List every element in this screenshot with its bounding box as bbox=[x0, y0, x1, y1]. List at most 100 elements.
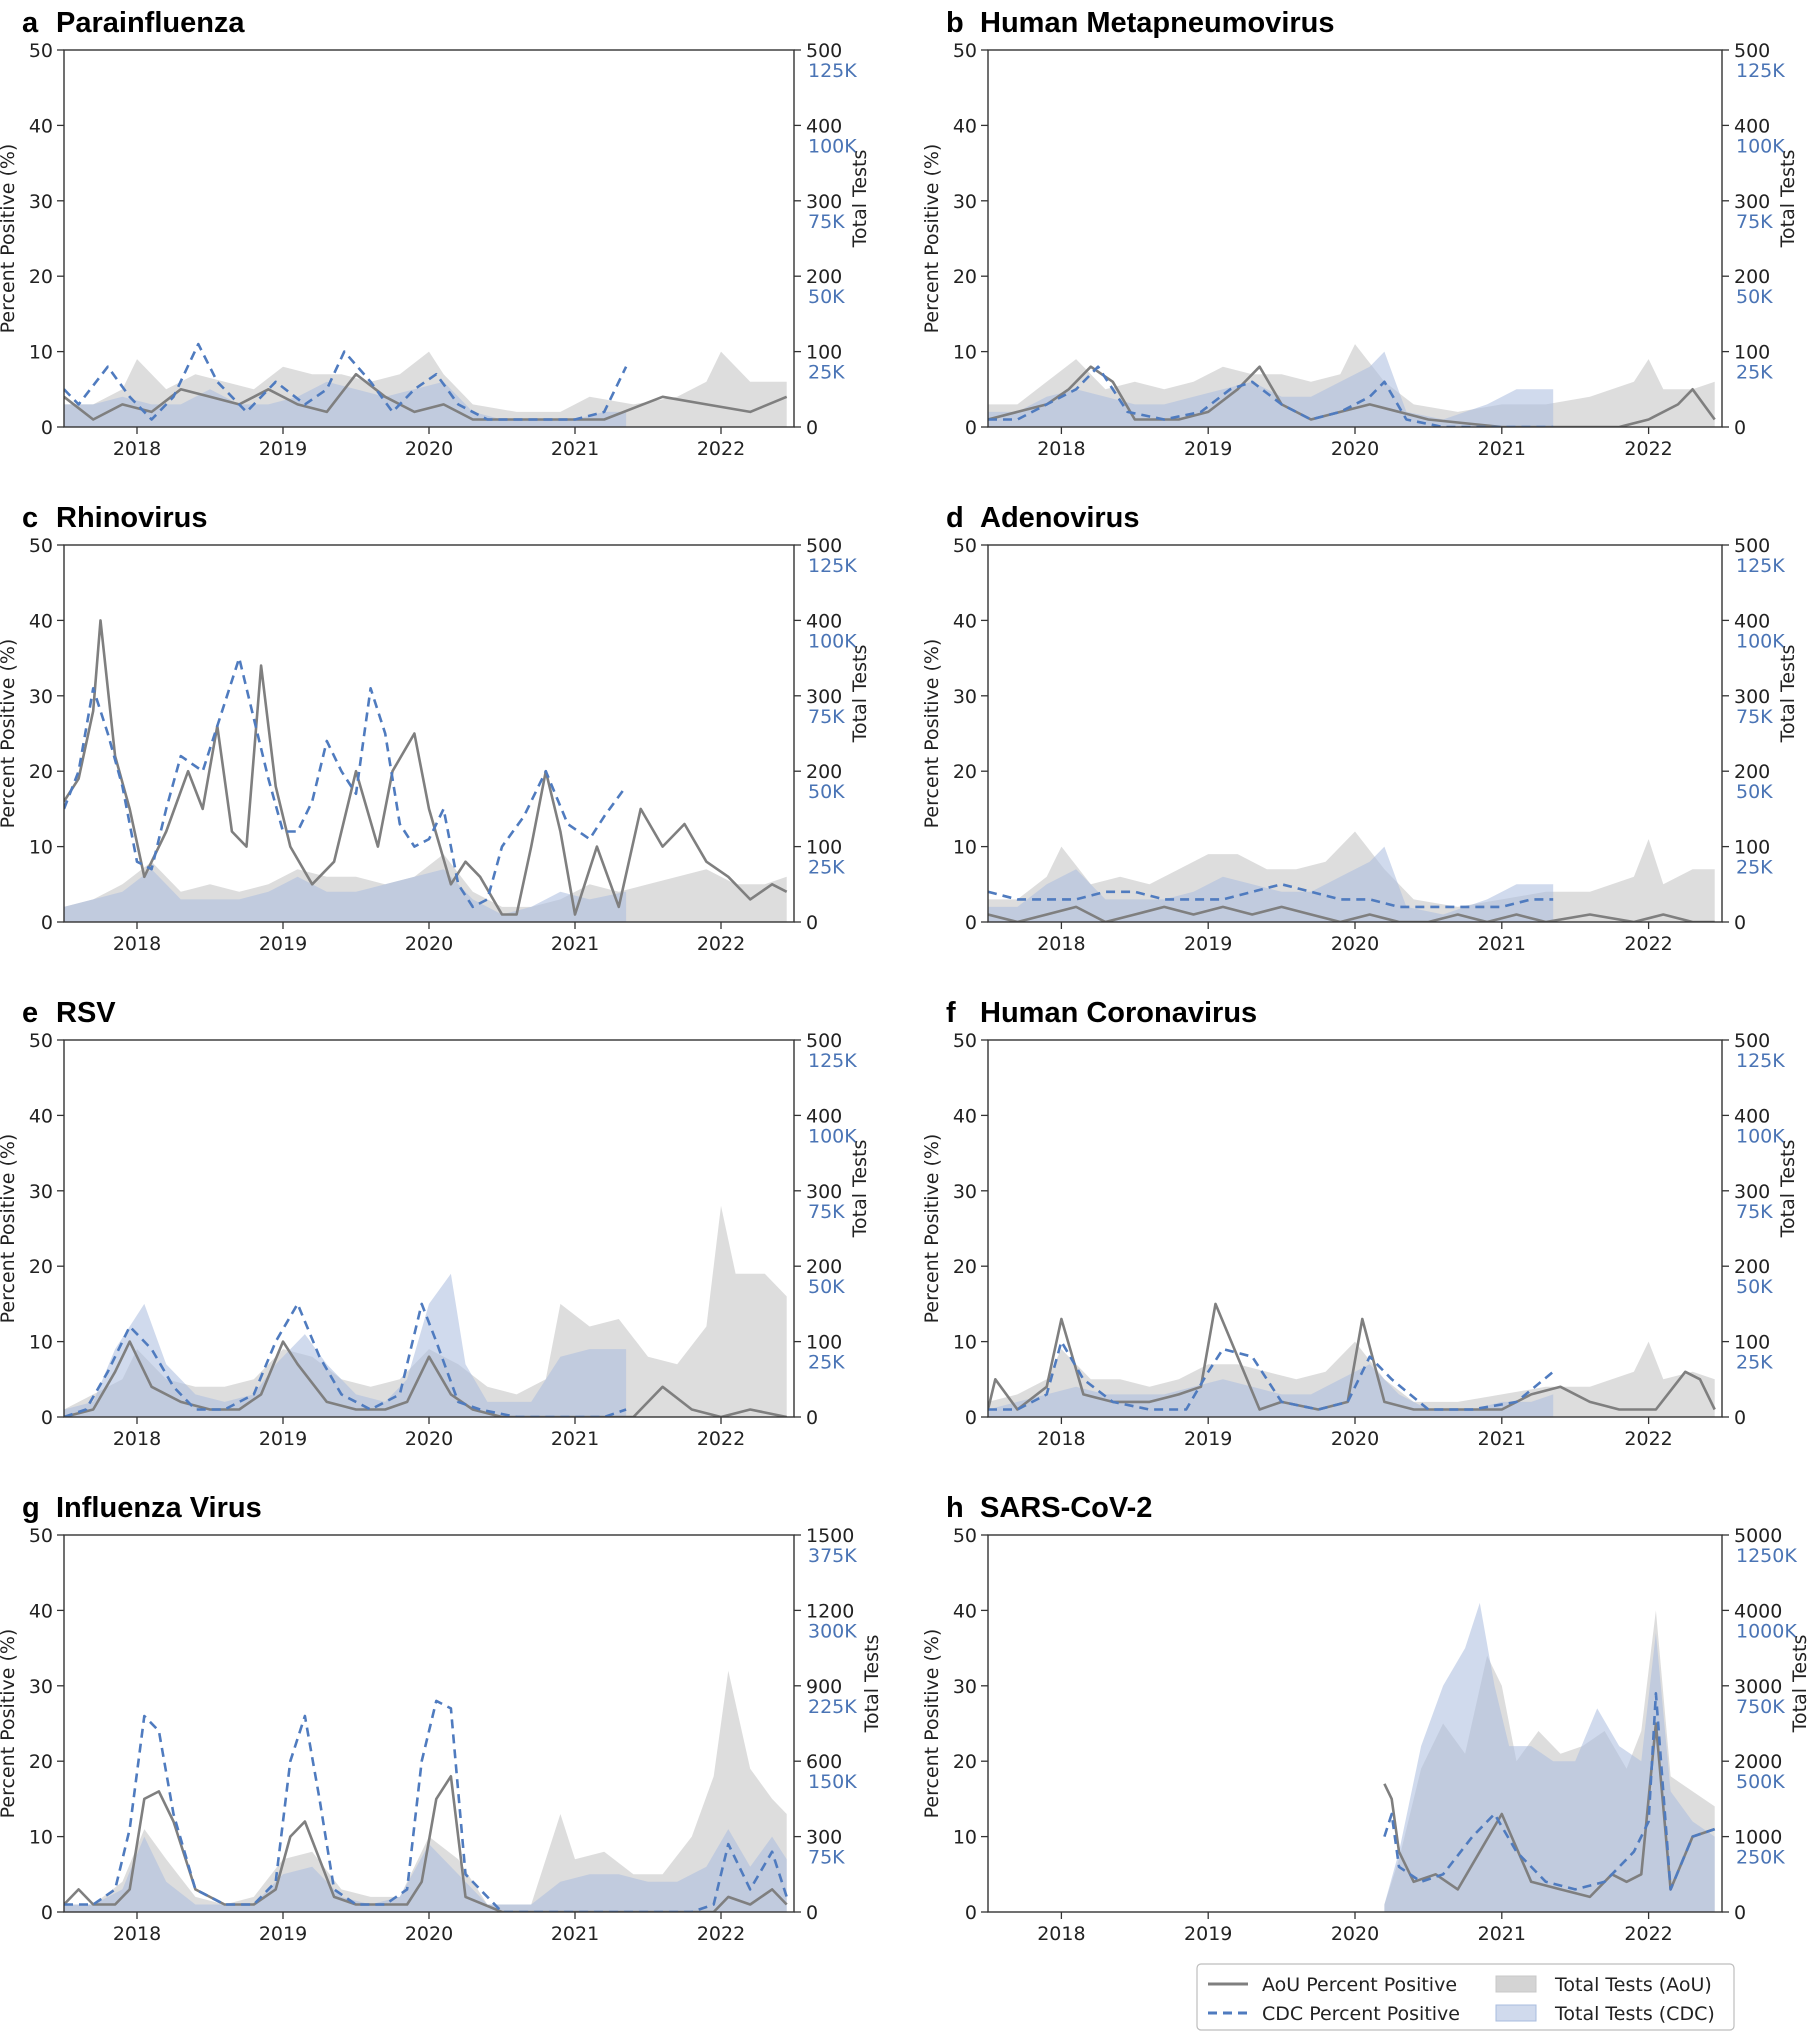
legend-cdc-area-swatch bbox=[1495, 2004, 1537, 2022]
right-tick-label-cdc: 75K bbox=[808, 211, 845, 233]
y-tick-label: 40 bbox=[953, 1600, 977, 1622]
x-tick-label: 2021 bbox=[551, 1428, 599, 1450]
right-tick-label-aou: 1500 bbox=[806, 1525, 854, 1547]
y-tick-label: 50 bbox=[953, 535, 977, 557]
right-tick-label-aou: 0 bbox=[806, 912, 818, 934]
right-tick-label-cdc: 125K bbox=[808, 60, 857, 82]
right-tick-label-aou: 2000 bbox=[1734, 1751, 1782, 1773]
right-tick-label-aou: 600 bbox=[806, 1751, 842, 1773]
line-aou-percent-positive bbox=[64, 1775, 788, 1912]
x-tick-label: 2021 bbox=[1478, 1923, 1526, 1945]
x-tick-label: 2018 bbox=[1037, 438, 1085, 460]
right-tick-label-aou: 100 bbox=[806, 342, 842, 364]
right-tick-label-cdc: 25K bbox=[808, 1352, 845, 1374]
y-axis-label-right: Total Tests bbox=[1777, 1140, 1799, 1239]
y-tick-label: 0 bbox=[965, 417, 977, 439]
right-tick-label-aou: 500 bbox=[1734, 1030, 1770, 1052]
line-cdc-percent-positive bbox=[988, 365, 1554, 427]
y-tick-label: 10 bbox=[953, 342, 977, 364]
y-axis-label: Percent Positive (%) bbox=[921, 1134, 943, 1324]
right-tick-label-cdc: 125K bbox=[808, 1050, 857, 1072]
x-tick-label: 2019 bbox=[259, 438, 307, 460]
right-tick-label-aou: 200 bbox=[1734, 266, 1770, 288]
panel-letter: a bbox=[22, 7, 39, 39]
y-tick-label: 0 bbox=[41, 1407, 53, 1429]
x-tick-label: 2020 bbox=[1331, 933, 1379, 955]
right-tick-label-aou: 100 bbox=[1734, 1332, 1770, 1354]
y-tick-label: 50 bbox=[29, 535, 53, 557]
right-tick-label-aou: 0 bbox=[1734, 1407, 1746, 1429]
x-tick-label: 2020 bbox=[405, 1428, 453, 1450]
right-tick-label-cdc: 100K bbox=[808, 1125, 857, 1147]
right-tick-label-cdc: 50K bbox=[808, 286, 845, 308]
panel-letter: f bbox=[946, 997, 956, 1029]
y-axis-label-right: Total Tests bbox=[849, 150, 871, 249]
right-tick-label-cdc: 75K bbox=[1736, 211, 1773, 233]
x-tick-label: 2018 bbox=[113, 1428, 161, 1450]
panels: a Parainfluenza01020304050010025K20050K30… bbox=[0, 7, 1811, 1945]
x-tick-label: 2018 bbox=[113, 438, 161, 460]
plot-area bbox=[1383, 1602, 1716, 1912]
line-aou-percent-positive bbox=[64, 1340, 787, 1417]
y-tick-label: 50 bbox=[953, 40, 977, 62]
y-axis-label-right: Total Tests bbox=[849, 645, 871, 744]
right-tick-label-aou: 4000 bbox=[1734, 1600, 1782, 1622]
y-tick-label: 0 bbox=[41, 912, 53, 934]
line-cdc-percent-positive bbox=[64, 656, 628, 909]
panel-e: e RSV01020304050010025K20050K30075K400100… bbox=[0, 997, 871, 1450]
x-tick-label: 2018 bbox=[1037, 933, 1085, 955]
panel-title: SARS-CoV-2 bbox=[980, 1492, 1152, 1524]
x-tick-label: 2021 bbox=[551, 438, 599, 460]
y-tick-label: 50 bbox=[953, 1525, 977, 1547]
right-tick-label-aou: 3000 bbox=[1734, 1676, 1782, 1698]
right-tick-label-cdc: 75K bbox=[808, 706, 845, 728]
line-cdc-percent-positive bbox=[1383, 1692, 1716, 1891]
panel-b: b Human Metapneumovirus01020304050010025K… bbox=[921, 7, 1799, 460]
area-total-tests-cdc bbox=[64, 1829, 787, 1912]
x-tick-label: 2019 bbox=[1184, 1428, 1232, 1450]
y-axis-label: Percent Positive (%) bbox=[921, 1629, 943, 1819]
x-tick-label: 2021 bbox=[1478, 438, 1526, 460]
y-tick-label: 50 bbox=[29, 40, 53, 62]
y-tick-label: 30 bbox=[29, 191, 53, 213]
x-tick-label: 2019 bbox=[259, 1923, 307, 1945]
y-tick-label: 10 bbox=[953, 1332, 977, 1354]
right-tick-label-cdc: 375K bbox=[808, 1545, 857, 1567]
right-tick-label-aou: 500 bbox=[806, 40, 842, 62]
right-tick-label-cdc: 225K bbox=[808, 1696, 857, 1718]
right-tick-label-aou: 0 bbox=[1734, 417, 1746, 439]
legend-cdc-line-label: CDC Percent Positive bbox=[1262, 2003, 1460, 2025]
right-tick-label-cdc: 750K bbox=[1736, 1696, 1785, 1718]
x-tick-label: 2019 bbox=[1184, 438, 1232, 460]
y-tick-label: 30 bbox=[953, 191, 977, 213]
right-tick-label-cdc: 50K bbox=[1736, 781, 1773, 803]
panel-letter: d bbox=[946, 502, 964, 534]
panel-f: f Human Coronavirus01020304050010025K2005… bbox=[921, 997, 1799, 1450]
y-tick-label: 50 bbox=[29, 1525, 53, 1547]
right-tick-label-aou: 100 bbox=[806, 837, 842, 859]
y-axis-label-right: Total Tests bbox=[861, 1635, 883, 1734]
area-total-tests-cdc bbox=[988, 1364, 1554, 1417]
area-total-tests-cdc bbox=[64, 869, 627, 922]
line-cdc-percent-positive bbox=[988, 883, 1554, 909]
x-tick-label: 2018 bbox=[113, 933, 161, 955]
right-tick-label-cdc: 100K bbox=[1736, 630, 1785, 652]
y-tick-label: 40 bbox=[29, 1600, 53, 1622]
right-tick-label-aou: 0 bbox=[1734, 912, 1746, 934]
right-tick-label-aou: 300 bbox=[1734, 191, 1770, 213]
y-tick-label: 40 bbox=[953, 1105, 977, 1127]
y-tick-label: 30 bbox=[953, 1181, 977, 1203]
right-tick-label-cdc: 300K bbox=[808, 1620, 857, 1642]
right-tick-label-aou: 300 bbox=[806, 1827, 842, 1849]
y-axis-label-right: Total Tests bbox=[1789, 1635, 1811, 1734]
panel-title: Rhinovirus bbox=[56, 502, 207, 534]
right-tick-label-aou: 200 bbox=[1734, 1256, 1770, 1278]
x-tick-label: 2020 bbox=[405, 1923, 453, 1945]
right-tick-label-cdc: 25K bbox=[808, 857, 845, 879]
right-tick-label-cdc: 25K bbox=[1736, 857, 1773, 879]
right-tick-label-cdc: 100K bbox=[808, 135, 857, 157]
x-tick-label: 2022 bbox=[697, 933, 745, 955]
x-tick-label: 2019 bbox=[1184, 933, 1232, 955]
panel-letter: e bbox=[22, 997, 38, 1029]
